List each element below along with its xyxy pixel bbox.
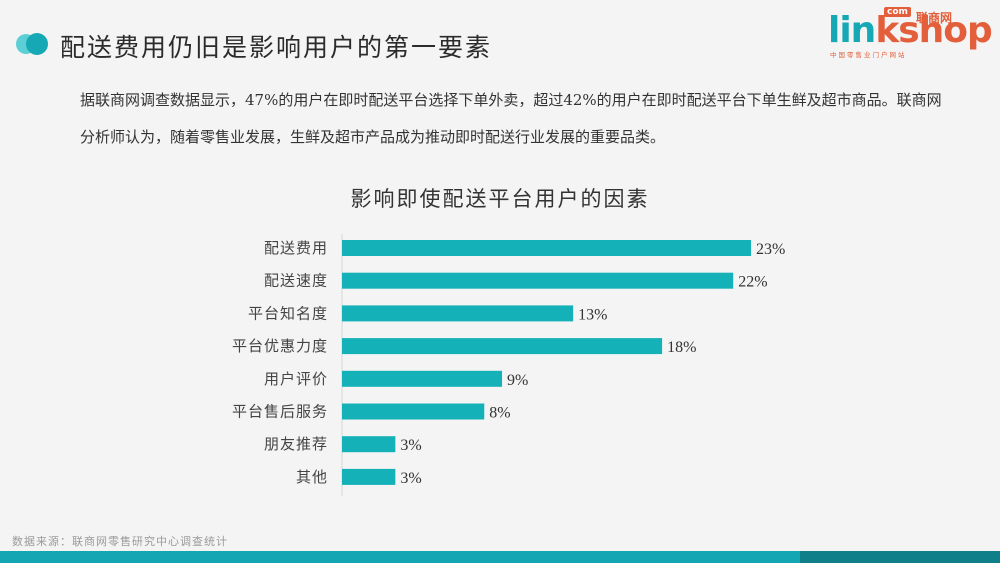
bar-0 (342, 240, 751, 256)
bar-2 (342, 305, 574, 322)
value-label-2: 13% (578, 306, 607, 323)
logo-wordmark: linkshop (828, 10, 993, 51)
data-source-note: 数据来源：联商网零售研究中心调查统计 (12, 535, 228, 548)
value-label-1: 22% (738, 274, 767, 291)
footer-band-main (0, 551, 800, 563)
category-label-2: 平台知名度 (248, 304, 328, 322)
value-label-4: 9% (507, 372, 528, 389)
bar-6 (342, 436, 396, 453)
bar-3 (342, 338, 663, 355)
page-title: 配送费用仍旧是影响用户的第一要素 (60, 33, 493, 62)
category-label-0: 配送费用 (264, 239, 328, 257)
value-label-6: 3% (400, 437, 421, 454)
value-label-0: 23% (756, 241, 785, 258)
linkshop-logo: linkshop com 联商网 中国零售业门户网站 (828, 6, 993, 59)
logo-tagline: 中国零售业门户网站 (830, 51, 907, 59)
logo-chinese-name: 联商网 (916, 11, 953, 25)
category-label-6: 朋友推荐 (264, 435, 328, 453)
intro-paragraph: 据联商网调查数据显示，47%的用户在即时配送平台选择下单外卖，超过42%的用户在… (80, 91, 942, 146)
bar-1 (342, 272, 734, 289)
category-label-5: 平台售后服务 (232, 403, 328, 421)
logo-word-a: lin (828, 10, 876, 51)
bar-7 (342, 468, 396, 485)
category-label-3: 平台优惠力度 (232, 337, 328, 355)
value-label-7: 3% (400, 470, 421, 487)
logo-com-badge: com (884, 7, 911, 17)
bar-4 (342, 370, 503, 387)
title-bullet (16, 33, 50, 55)
footer-band (0, 551, 1000, 563)
chart-title: 影响即使配送平台用户的因素 (350, 187, 650, 211)
value-label-5: 8% (489, 405, 510, 422)
value-label-3: 18% (667, 339, 696, 356)
category-label-7: 其他 (296, 468, 328, 486)
category-label-4: 用户评价 (264, 370, 328, 388)
category-label-1: 配送速度 (264, 272, 328, 290)
footer-band-end (800, 551, 1000, 563)
bar-5 (342, 403, 485, 420)
bullet-dot-dark (26, 33, 48, 55)
